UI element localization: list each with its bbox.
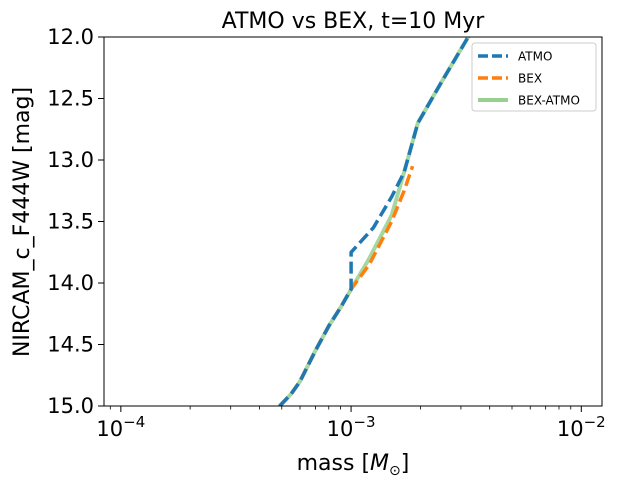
y-tick-label: 14.5 bbox=[47, 333, 94, 357]
legend-label: BEX-ATMO bbox=[518, 94, 580, 108]
y-tick-label: 12.5 bbox=[47, 87, 94, 111]
tick-layer: 10−4 10−3 10−2 12.0 12.5 13.0 13.5 14.0 14.5 15.0 bbox=[47, 25, 605, 441]
x-tick-label: 10−2 bbox=[557, 413, 606, 441]
chart-title: ATMO vs BEX, t=10 Myr bbox=[222, 9, 486, 34]
x-axis-label: mass [M⊙] bbox=[297, 451, 410, 479]
series-layer bbox=[277, 37, 471, 406]
legend-box bbox=[471, 42, 597, 112]
legend-label: ATMO bbox=[518, 50, 552, 64]
x-axis-label-close: ] bbox=[401, 451, 410, 476]
series-line-bex bbox=[278, 165, 415, 406]
y-tick-label: 13.0 bbox=[47, 148, 94, 172]
y-tick-label: 12.0 bbox=[47, 25, 94, 49]
series-line-bex-atmo bbox=[277, 37, 471, 406]
legend: ATMO BEX BEX-ATMO bbox=[471, 42, 597, 112]
y-tick-label: 15.0 bbox=[47, 394, 94, 418]
y-tick-label: 14.0 bbox=[47, 271, 94, 295]
y-tick-label: 13.5 bbox=[47, 210, 94, 234]
x-axis-unit-symbol: M bbox=[370, 451, 389, 476]
series-line-atmo bbox=[278, 37, 471, 406]
x-axis-unit-subscript: ⊙ bbox=[389, 463, 401, 479]
plot-frame bbox=[103, 36, 603, 407]
x-tick-label: 10−3 bbox=[327, 413, 376, 441]
x-axis-label-text: mass [ bbox=[297, 451, 370, 476]
x-tick-label: 10−4 bbox=[96, 413, 145, 441]
y-axis-label: NIRCAM_c_F444W [mag] bbox=[10, 87, 35, 357]
legend-label: BEX bbox=[518, 72, 542, 86]
